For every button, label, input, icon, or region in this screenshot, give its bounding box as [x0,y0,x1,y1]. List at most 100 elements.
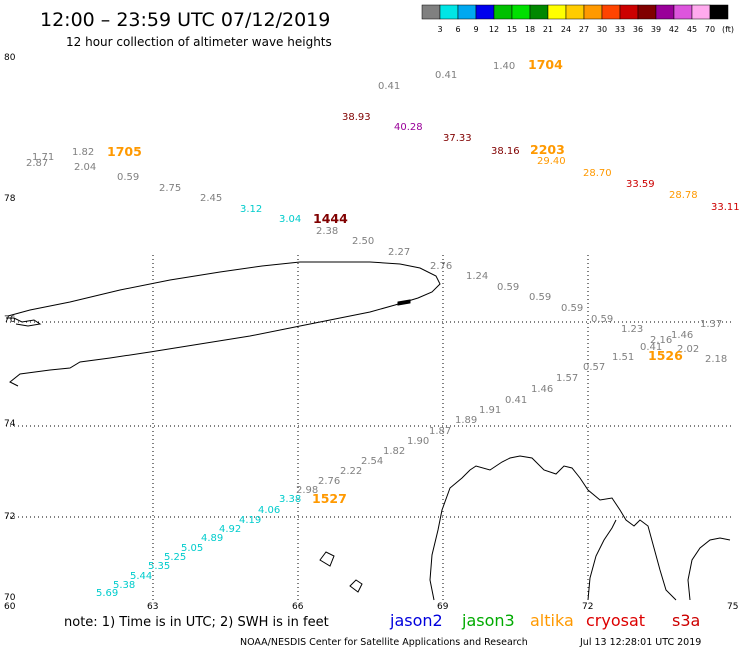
wave-height-label: 1.71 [32,152,54,163]
wave-height-label: 4.06 [258,505,280,516]
gulf-of-ob-shore [587,519,617,601]
wave-height-label: 38.16 [491,146,520,157]
wave-height-label: 0.41 [640,342,662,353]
legend-label: 36 [633,25,643,34]
pass-time-label: 1527 [312,491,347,506]
longitude-labels: 60 63 66 69 72 75 [4,602,738,612]
wave-height-label: 1.46 [531,384,553,395]
legend-swatch [457,4,477,20]
footer-credit: NOAA/NESDIS Center for Satellite Applica… [240,637,528,648]
legend-label: 3 [437,25,442,34]
wave-height-label: 5.35 [148,561,170,572]
wave-height-label: 5.38 [113,580,135,591]
novaya-zemlya-north-tip [6,317,42,327]
legend-swatch [439,4,459,20]
legend-swatch [565,4,585,20]
pass-time-label: 1705 [107,144,142,159]
map-title: 12:00 – 23:59 UTC 07/12/2019 [40,9,330,31]
wave-height-label: 0.57 [583,362,605,373]
wave-height-label: 1.82 [72,147,94,158]
wave-height-label: 33.59 [626,179,655,190]
wave-height-label: 2.54 [361,456,383,467]
lon-label-63: 63 [147,602,158,612]
legend-swatch [511,4,531,20]
lat-label-76: 76 [4,315,16,325]
legend-swatch [583,4,603,20]
wave-height-label: 4.89 [201,533,223,544]
wave-height-label: 29.40 [537,156,566,167]
wave-height-label: 2.18 [705,354,727,365]
graticule [6,255,734,600]
lon-label-69: 69 [437,602,449,612]
wave-height-label: 1.46 [671,330,693,341]
wave-height-label: 4.92 [219,524,241,535]
lon-label-75: 75 [727,602,738,612]
wave-height-label: 40.28 [394,122,423,133]
pass-time-label: 2203 [530,142,565,157]
legend-swatch [709,4,729,20]
wave-height-observations: 0.41 0.41 1.40 1704 38.93 40.28 37.33 38.16 2203… [26,57,740,599]
legend-label: 12 [489,25,499,34]
novaya-zemlya-inlet [397,299,411,306]
legend-swatch [619,4,639,20]
wave-height-label: 0.59 [529,292,551,303]
map-subtitle: 12 hour collection of altimeter wave hei… [66,35,332,49]
wave-height-label: 1.91 [479,405,501,416]
legend-label: 9 [473,25,478,34]
yamal-coastline [429,455,677,601]
legend-label: 70 [705,25,715,34]
wave-height-label: 1.90 [407,436,429,447]
legend-label: 24 [561,25,571,34]
wave-height-label: 37.33 [443,133,472,144]
gydan-coast [687,537,731,601]
wave-height-label: 5.44 [130,571,152,582]
lon-label-60: 60 [4,602,16,612]
legend-label: 18 [525,25,535,34]
wave-height-label: 2.50 [352,236,374,247]
coast-fragment [319,551,335,567]
pass-time-label: 1704 [528,57,563,72]
wave-height-label: 0.41 [378,81,400,92]
wave-height-label: 1.89 [455,415,477,426]
wave-height-label: 0.59 [497,282,519,293]
wave-height-label: 0.41 [435,70,457,81]
legend-label: 21 [543,25,553,34]
legend-label: 33 [615,25,625,34]
lon-label-72: 72 [582,602,593,612]
wave-height-label: 0.59 [561,303,583,314]
wave-height-label: 2.04 [74,162,96,173]
legend-swatch [601,4,621,20]
wave-height-label: 0.59 [591,314,613,325]
wave-height-label: 5.25 [164,552,186,563]
legend-label: 42 [669,25,679,34]
mission-label-jason3: jason3 [461,611,515,630]
wave-height-label: 1.40 [493,61,515,72]
mission-label-s3a: s3a [672,611,700,630]
legend-swatch [529,4,549,20]
mission-legend: jason2 jason3 altika cryosat s3a [389,611,700,630]
wave-height-label: 0.59 [117,172,139,183]
wave-height-label: 2.45 [200,193,222,204]
wave-height-label: 28.78 [669,190,698,201]
legend-swatch [691,4,711,20]
wave-height-label: 4.19 [239,515,261,526]
pass-time-label: 1444 [313,211,348,226]
mission-label-altika: altika [530,611,574,630]
legend-swatch [547,4,567,20]
wave-height-label: 1.37 [700,319,722,330]
wave-height-label: 3.04 [279,214,301,225]
wave-height-label: 2.76 [318,476,340,487]
legend-label: 6 [455,25,460,34]
legend-label: 27 [579,25,589,34]
latitude-labels: 80 78 76 74 72 70 [4,53,16,603]
legend-label: 39 [651,25,661,34]
wave-height-label: 2.98 [296,485,318,496]
wave-height-legend: 3 6 9 12 15 18 21 24 27 30 33 36 39 42 45 70 (ft) [421,4,734,34]
footer-note: note: 1) Time is in UTC; 2) SWH is in fe… [64,615,329,630]
wave-height-label: 3.12 [240,204,262,215]
lat-label-74: 74 [4,419,16,429]
lat-label-78: 78 [4,194,16,204]
wave-height-label: 2.27 [388,247,410,258]
lat-label-70: 70 [4,593,16,603]
legend-swatch [637,4,657,20]
